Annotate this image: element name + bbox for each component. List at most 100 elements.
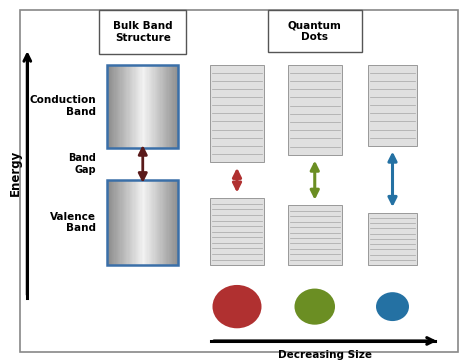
- Ellipse shape: [294, 289, 335, 325]
- Bar: [160, 180, 162, 265]
- Bar: [111, 64, 112, 148]
- Bar: [128, 180, 130, 265]
- Bar: [158, 64, 159, 148]
- Bar: [172, 64, 173, 148]
- Text: Band
Gap: Band Gap: [68, 153, 96, 175]
- Bar: [108, 180, 178, 265]
- Bar: [109, 180, 110, 265]
- Bar: [268, 11, 362, 52]
- Bar: [125, 64, 127, 148]
- Bar: [132, 180, 134, 265]
- Bar: [151, 180, 153, 265]
- Bar: [121, 180, 123, 265]
- Bar: [157, 180, 158, 265]
- Bar: [163, 180, 164, 265]
- Bar: [167, 180, 169, 265]
- Bar: [174, 64, 176, 148]
- Bar: [210, 64, 264, 162]
- Bar: [149, 180, 150, 265]
- Bar: [136, 64, 137, 148]
- Bar: [121, 64, 123, 148]
- Bar: [288, 206, 342, 265]
- Text: Valence
Band: Valence Band: [50, 212, 96, 233]
- Bar: [173, 180, 175, 265]
- Bar: [167, 64, 169, 148]
- Bar: [157, 64, 158, 148]
- Bar: [108, 180, 109, 265]
- Bar: [176, 180, 177, 265]
- Bar: [110, 64, 111, 148]
- Bar: [108, 64, 109, 148]
- Bar: [123, 64, 124, 148]
- Bar: [135, 180, 136, 265]
- Bar: [137, 64, 138, 148]
- Bar: [120, 180, 122, 265]
- Bar: [118, 64, 119, 148]
- Bar: [154, 64, 155, 148]
- Bar: [368, 213, 417, 265]
- Bar: [128, 64, 130, 148]
- Bar: [154, 180, 155, 265]
- Bar: [139, 64, 141, 148]
- Bar: [159, 64, 161, 148]
- Bar: [158, 180, 159, 265]
- Bar: [144, 180, 146, 265]
- Bar: [172, 180, 173, 265]
- Bar: [119, 180, 120, 265]
- Bar: [143, 64, 144, 148]
- Bar: [124, 64, 125, 148]
- Bar: [118, 180, 119, 265]
- Bar: [138, 64, 139, 148]
- Bar: [164, 180, 165, 265]
- Bar: [147, 180, 149, 265]
- Bar: [166, 180, 168, 265]
- Bar: [120, 64, 122, 148]
- Bar: [173, 64, 175, 148]
- Bar: [145, 64, 146, 148]
- Bar: [138, 180, 139, 265]
- Bar: [131, 64, 132, 148]
- Bar: [165, 180, 166, 265]
- Bar: [128, 64, 129, 148]
- Bar: [112, 180, 114, 265]
- Bar: [130, 180, 131, 265]
- Bar: [131, 180, 132, 265]
- Ellipse shape: [376, 292, 409, 321]
- Bar: [117, 180, 118, 265]
- Bar: [115, 64, 116, 148]
- Bar: [146, 64, 148, 148]
- Bar: [165, 64, 166, 148]
- Bar: [117, 64, 118, 148]
- Bar: [143, 180, 144, 265]
- Bar: [130, 64, 131, 148]
- Bar: [176, 64, 177, 148]
- Bar: [152, 64, 154, 148]
- Bar: [133, 64, 135, 148]
- Bar: [139, 180, 141, 265]
- Bar: [142, 64, 143, 148]
- Bar: [140, 64, 142, 148]
- Bar: [152, 180, 154, 265]
- Bar: [156, 64, 157, 148]
- Bar: [171, 64, 173, 148]
- Bar: [126, 180, 128, 265]
- Bar: [145, 180, 146, 265]
- Bar: [171, 180, 173, 265]
- Bar: [116, 64, 117, 148]
- Bar: [147, 64, 149, 148]
- Bar: [169, 64, 170, 148]
- Bar: [177, 180, 178, 265]
- Bar: [115, 180, 116, 265]
- Bar: [288, 64, 342, 155]
- Bar: [108, 64, 178, 148]
- Bar: [155, 64, 156, 148]
- Bar: [112, 64, 114, 148]
- Bar: [159, 180, 161, 265]
- Bar: [144, 64, 146, 148]
- Bar: [210, 198, 264, 265]
- Bar: [170, 180, 171, 265]
- Bar: [123, 180, 124, 265]
- Bar: [156, 180, 157, 265]
- Bar: [174, 180, 176, 265]
- Bar: [136, 180, 137, 265]
